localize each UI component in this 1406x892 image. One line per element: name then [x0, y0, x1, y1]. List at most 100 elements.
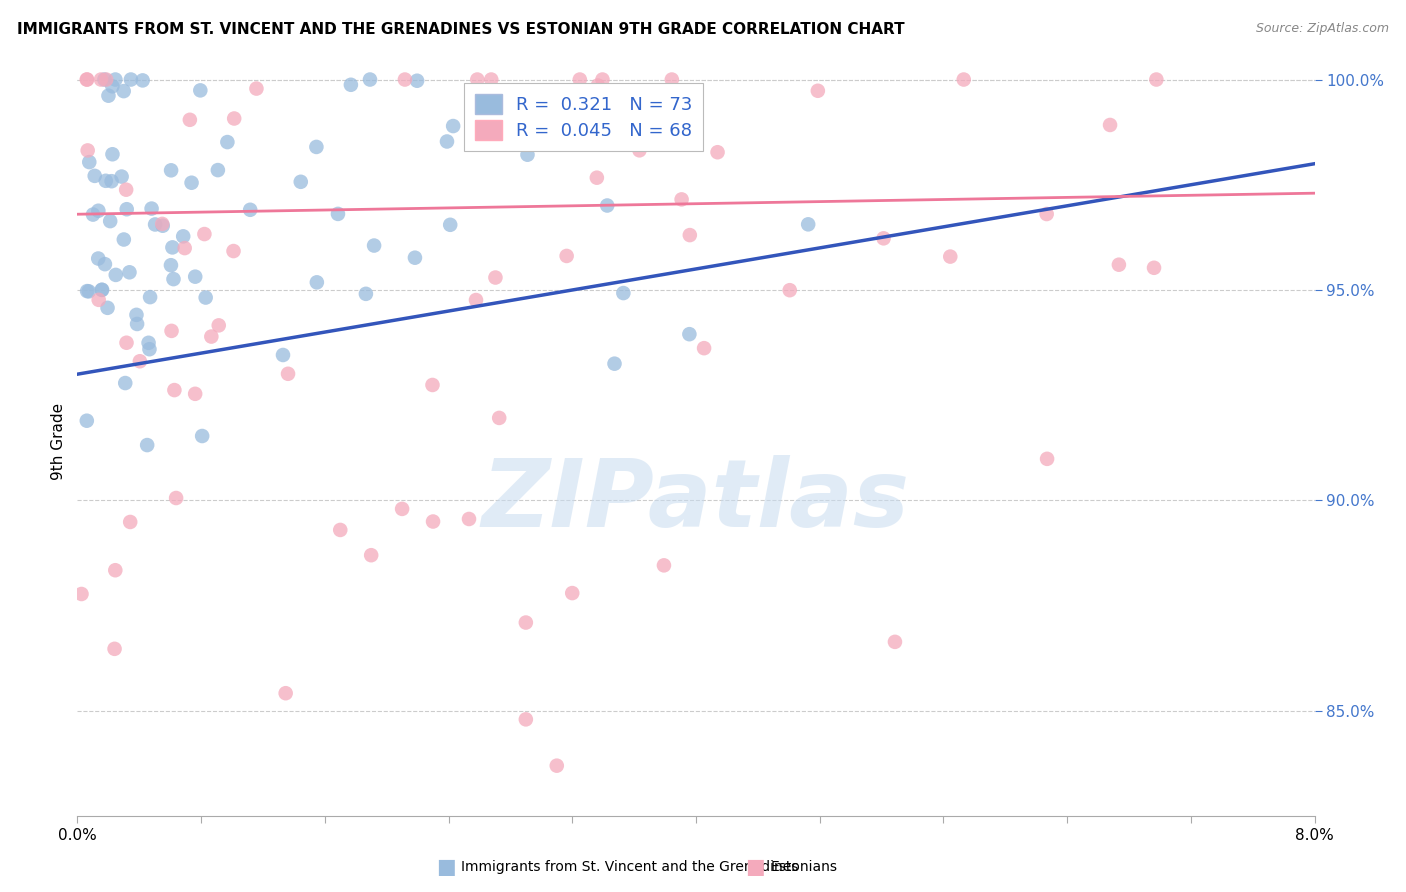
Point	[100, 174, 122, 188]
Point	[422, 378, 444, 392]
Point	[101, 147, 124, 161]
Point	[160, 258, 183, 272]
Point	[96, 72, 118, 87]
Point	[131, 73, 153, 87]
Point	[628, 144, 651, 158]
Point	[363, 238, 385, 252]
Point	[165, 491, 187, 505]
Point	[184, 387, 207, 401]
Point	[115, 335, 138, 350]
Point	[128, 354, 150, 368]
Point	[422, 515, 444, 529]
Point	[458, 512, 481, 526]
Point	[93, 72, 115, 87]
Point	[706, 145, 728, 160]
Point	[115, 202, 138, 217]
Point	[136, 438, 159, 452]
Point	[488, 411, 510, 425]
Point	[222, 244, 245, 258]
Point	[193, 227, 215, 241]
Point	[76, 72, 98, 87]
Point	[87, 293, 110, 307]
Point	[465, 72, 488, 87]
Point	[162, 240, 184, 254]
Point	[208, 318, 231, 333]
Text: Estonians: Estonians	[770, 860, 838, 874]
Point	[173, 241, 195, 255]
Point	[516, 147, 538, 161]
Point	[103, 641, 125, 656]
Point	[94, 257, 117, 271]
Point	[152, 219, 174, 233]
Point	[127, 317, 149, 331]
Point	[76, 144, 98, 158]
Point	[141, 202, 163, 216]
Point	[603, 357, 626, 371]
Point	[150, 217, 173, 231]
Point	[439, 218, 461, 232]
Point	[224, 112, 246, 126]
Point	[1144, 72, 1167, 87]
Point	[652, 558, 675, 573]
Point	[465, 293, 488, 307]
Point	[479, 72, 502, 87]
Point	[98, 214, 121, 228]
Point	[191, 429, 214, 443]
Point	[77, 285, 100, 299]
Point	[77, 155, 100, 169]
Point	[555, 249, 578, 263]
Point	[179, 112, 201, 127]
Point	[568, 72, 591, 87]
Point	[188, 83, 211, 97]
Point	[138, 335, 160, 350]
Point	[436, 135, 458, 149]
Point	[391, 502, 413, 516]
Point	[1143, 260, 1166, 275]
Point	[807, 84, 830, 98]
Point	[112, 233, 135, 247]
Point	[76, 284, 98, 298]
Point	[194, 291, 217, 305]
Point	[90, 72, 112, 87]
Point	[668, 102, 690, 116]
Point	[406, 74, 429, 88]
Point	[82, 208, 104, 222]
Point	[87, 252, 110, 266]
Point	[118, 265, 141, 279]
Point	[207, 163, 229, 178]
Point	[404, 251, 426, 265]
Point	[112, 84, 135, 98]
Point	[94, 174, 117, 188]
Point	[1099, 118, 1122, 132]
Point	[70, 587, 93, 601]
Point	[939, 250, 962, 264]
Point	[162, 272, 184, 286]
Point	[217, 135, 239, 149]
Point	[271, 348, 294, 362]
Point	[180, 176, 202, 190]
Point	[184, 269, 207, 284]
Point	[1108, 258, 1130, 272]
Text: ■: ■	[745, 857, 765, 877]
Point	[484, 270, 506, 285]
Point	[274, 686, 297, 700]
Text: ■: ■	[436, 857, 456, 877]
Point	[797, 217, 820, 231]
Point	[115, 183, 138, 197]
Point	[326, 207, 349, 221]
Point	[239, 202, 262, 217]
Point	[160, 163, 183, 178]
Point	[120, 72, 142, 87]
Point	[76, 414, 98, 428]
Point	[305, 276, 328, 290]
Point	[354, 286, 377, 301]
Point	[1035, 207, 1057, 221]
Point	[561, 586, 583, 600]
Point	[671, 193, 693, 207]
Point	[104, 563, 127, 577]
Text: Immigrants from St. Vincent and the Grenadines: Immigrants from St. Vincent and the Gren…	[461, 860, 799, 874]
Text: ZIPatlas: ZIPatlas	[482, 456, 910, 548]
Point	[586, 170, 609, 185]
Point	[290, 175, 312, 189]
Point	[612, 286, 634, 301]
